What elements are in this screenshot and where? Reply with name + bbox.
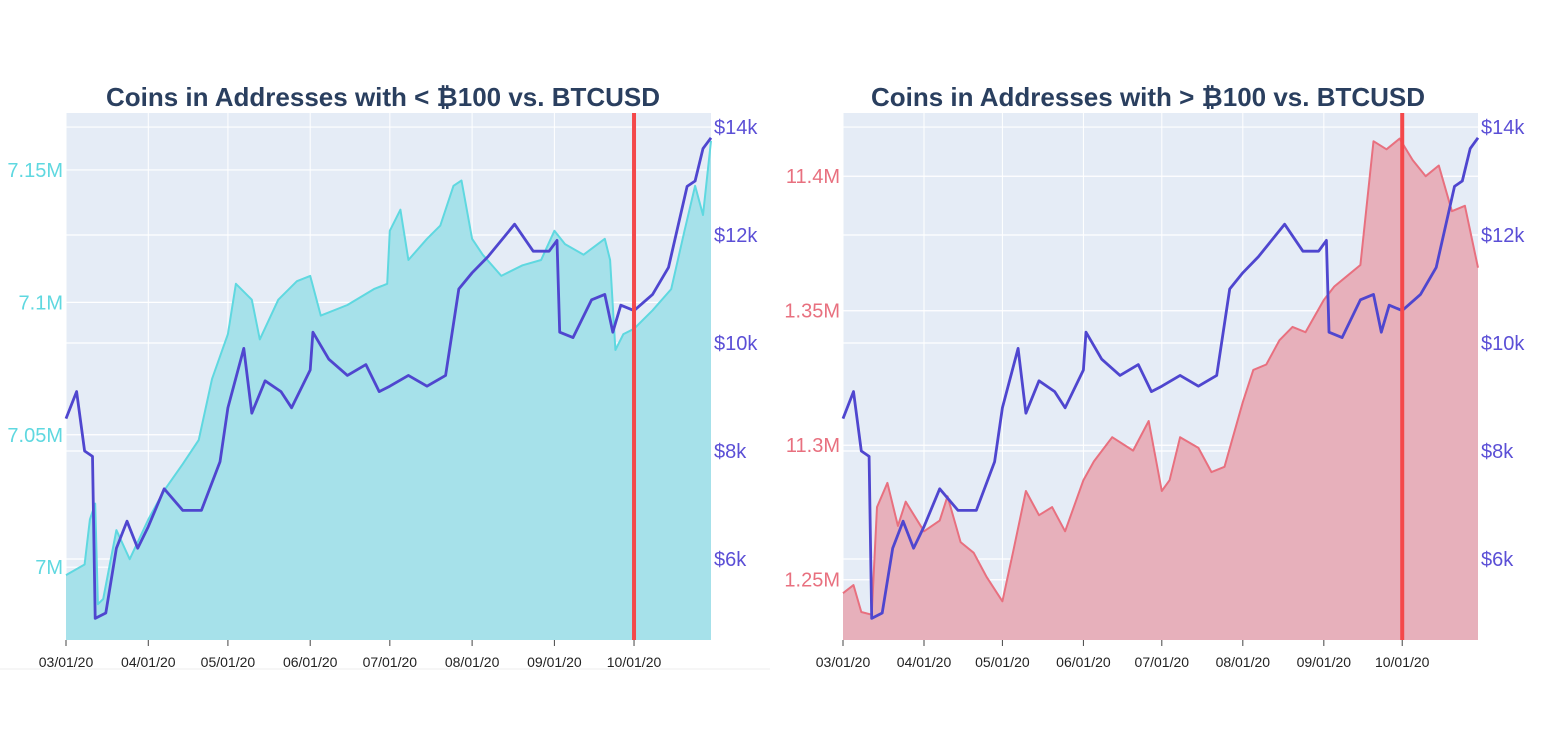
- coins-series-line: [65, 140, 712, 606]
- x-tick-label: 10/01/20: [1375, 654, 1430, 670]
- left-chart-title: Coins in Addresses with < ₿100 vs. BTCUS…: [105, 82, 661, 112]
- y-right-tick-label: $6k: [1481, 549, 1514, 571]
- coins-series-line: [842, 137, 1479, 616]
- y-right-tick-label: $6k: [714, 549, 747, 571]
- x-tick-label: 07/01/20: [1135, 654, 1190, 670]
- y-left-tick-label: 1.25M: [784, 570, 840, 592]
- y-left-tick-label: 7.05M: [7, 425, 63, 447]
- x-tick-label: 03/01/20: [39, 654, 94, 670]
- y-left-tick-label: 1.35M: [784, 301, 840, 323]
- y-left-tick-label: 7.15M: [7, 160, 63, 182]
- x-tick-label: 05/01/20: [975, 654, 1030, 670]
- x-tick-label: 06/01/20: [283, 654, 338, 670]
- y-left-tick-label: 7.1M: [19, 292, 63, 314]
- btcusd-series-line: [64, 136, 713, 620]
- y-right-tick-label: $14k: [714, 117, 758, 139]
- btcusd-series-line: [841, 136, 1480, 620]
- x-tick-label: 03/01/20: [816, 654, 871, 670]
- chart-0: 03/01/20 04/01/20 05/01/20 06/01/20 07/01/20…: [7, 113, 758, 670]
- x-tick-label: 07/01/20: [363, 654, 418, 670]
- y-right-tick-label: $10k: [1481, 333, 1525, 355]
- coins-area-fill: [843, 138, 1478, 640]
- y-right-tick-label: $8k: [714, 441, 747, 463]
- y-right-tick-label: $14k: [1481, 117, 1525, 139]
- y-right-tick-label: $10k: [714, 333, 758, 355]
- y-left-tick-label: 7M: [35, 557, 63, 579]
- x-tick-label: 04/01/20: [121, 654, 176, 670]
- x-tick-label: 09/01/20: [1297, 654, 1352, 670]
- coins-area-fill: [66, 140, 711, 641]
- x-tick-label: 04/01/20: [897, 654, 952, 670]
- y-right-tick-label: $12k: [1481, 225, 1525, 247]
- y-left-tick-label: 11.4M: [786, 166, 840, 188]
- x-tick-label: 08/01/20: [445, 654, 500, 670]
- x-tick-label: 06/01/20: [1056, 654, 1111, 670]
- x-tick-label: 10/01/20: [607, 654, 662, 670]
- y-right-tick-label: $12k: [714, 225, 758, 247]
- y-right-tick-label: $8k: [1481, 441, 1514, 463]
- x-tick-label: 09/01/20: [527, 654, 582, 670]
- chart-1: 03/01/20 04/01/20 05/01/20 06/01/20 07/01/20…: [784, 113, 1525, 670]
- y-left-tick-label: 11.3M: [786, 435, 840, 457]
- right-chart-title: Coins in Addresses with > ₿100 vs. BTCUS…: [870, 82, 1426, 112]
- x-tick-label: 05/01/20: [201, 654, 256, 670]
- x-tick-label: 08/01/20: [1216, 654, 1271, 670]
